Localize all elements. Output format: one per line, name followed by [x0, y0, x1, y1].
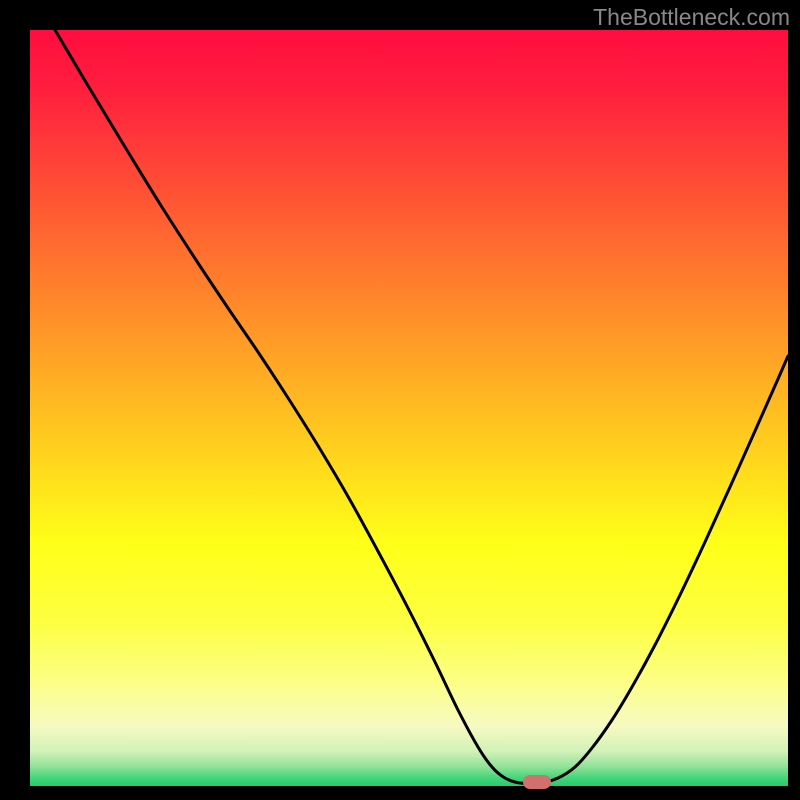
watermark-text: TheBottleneck.com — [593, 4, 790, 31]
optimum-marker — [523, 775, 551, 789]
chart-container: TheBottleneck.com — [0, 0, 800, 800]
bottleneck-curve — [55, 30, 788, 784]
plot-area — [30, 30, 788, 786]
curve-layer — [30, 30, 788, 786]
